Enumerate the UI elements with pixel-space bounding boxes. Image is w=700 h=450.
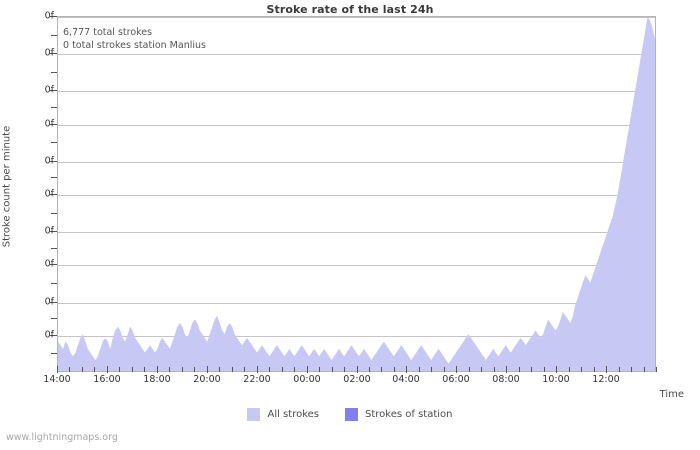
- y-tick-major: [50, 90, 57, 91]
- y-tick-label: 0f: [44, 296, 54, 308]
- y-tick-major: [50, 194, 57, 195]
- legend-label: All strokes: [267, 409, 319, 420]
- x-tick-label: 18:00: [143, 374, 171, 385]
- legend-entry-1[interactable]: All strokes: [247, 408, 319, 421]
- x-tick-label: 16:00: [93, 374, 121, 385]
- page-title: Stroke rate of the last 24h: [266, 3, 434, 16]
- y-tick-major: [50, 53, 57, 54]
- y-tick-label: 0f: [44, 188, 54, 200]
- x-tick-label: 02:00: [343, 374, 371, 385]
- y-tick-label: 0f: [44, 258, 54, 270]
- annotation-line-2: 0 total strokes station Manlius: [63, 39, 206, 51]
- y-tick-major: [50, 335, 57, 336]
- x-axis-title: Time: [659, 389, 684, 400]
- y-tick-major: [50, 161, 57, 162]
- x-tick-label: 22:00: [243, 374, 271, 385]
- y-tick-major: [50, 124, 57, 125]
- y-tick-major: [50, 302, 57, 303]
- y-tick-major: [50, 231, 57, 232]
- x-tick-label: 00:00: [293, 374, 321, 385]
- series-all-strokes-area: [58, 17, 655, 371]
- y-tick-label: 0f: [44, 84, 54, 96]
- legend-entry-2[interactable]: Strokes of station: [345, 408, 453, 421]
- x-tick-label: 20:00: [193, 374, 221, 385]
- plot-area: [57, 16, 656, 372]
- legend-swatch-icon: [345, 408, 358, 421]
- y-axis-title-label: Stroke count per minute: [1, 125, 13, 247]
- y-axis-title: Stroke count per minute: [0, 0, 14, 372]
- chart-legend: All strokes Strokes of station: [0, 408, 700, 421]
- x-tick-label: 04:00: [392, 374, 420, 385]
- x-tick-minor: [656, 367, 657, 372]
- x-tick-label: 06:00: [442, 374, 470, 385]
- y-tick-major: [50, 264, 57, 265]
- series-area-chart: [58, 17, 655, 371]
- x-tick-label: 14:00: [43, 374, 71, 385]
- legend-label: Strokes of station: [365, 409, 453, 420]
- annotation-line-1: 6,777 total strokes: [63, 27, 153, 38]
- x-tick-label: 12:00: [592, 374, 620, 385]
- x-tick-label: 10:00: [542, 374, 570, 385]
- y-tick-major: [50, 16, 57, 17]
- x-tick-label: 08:00: [492, 374, 520, 385]
- y-tick-label: 0f: [44, 329, 54, 341]
- y-tick-label: 0f: [44, 155, 54, 167]
- y-tick-label: 0f: [44, 225, 54, 237]
- chart-annotations: 6,777 total strokes 0 total strokes stati…: [63, 27, 206, 52]
- legend-swatch-icon: [247, 408, 261, 421]
- y-tick-label: 0f: [44, 118, 54, 130]
- watermark: www.lightningmaps.org: [6, 432, 118, 443]
- y-tick-label: 0f: [44, 47, 54, 59]
